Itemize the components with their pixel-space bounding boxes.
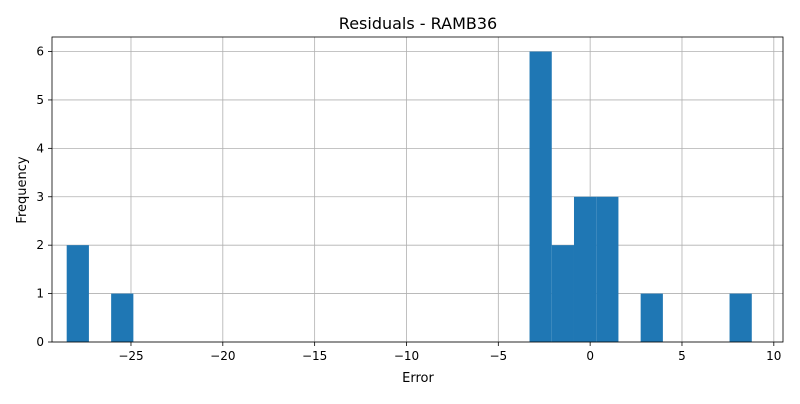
x-tick-label: 10	[766, 349, 781, 363]
x-tick-label: 0	[586, 349, 594, 363]
x-axis-label: Error	[402, 371, 434, 386]
y-tick-label: 4	[36, 141, 44, 155]
histogram-bar-4	[573, 196, 597, 342]
ticks-layer: −25 −20 −15 −10 −5 0 5 10 0 1 2 3 4 5 6	[36, 45, 781, 363]
plot-frame	[51, 36, 784, 343]
histogram-bar-6	[640, 293, 663, 342]
x-tick-label: −20	[210, 349, 235, 363]
grid-layer	[52, 37, 783, 343]
y-tick-label: 2	[36, 238, 44, 252]
bars-layer	[66, 51, 752, 343]
x-tick-label: 5	[678, 349, 686, 363]
x-tick-label: −10	[394, 349, 419, 363]
y-tick-label: 6	[36, 45, 44, 59]
y-tick-label: 5	[36, 93, 44, 107]
histogram-bar-7	[729, 293, 752, 342]
histogram-bar-3	[551, 245, 574, 342]
histogram-bar-5	[596, 196, 619, 342]
axes-layer	[51, 36, 784, 343]
x-tick-label: −25	[118, 349, 143, 363]
y-tick-label: 1	[36, 287, 44, 301]
y-axis-label: Frequency	[15, 156, 30, 223]
y-tick-label: 0	[36, 335, 44, 349]
y-tick-label: 3	[36, 190, 44, 204]
histogram-bar-1	[111, 293, 134, 342]
x-tick-label: −5	[489, 349, 507, 363]
histogram-bar-2	[529, 51, 552, 343]
x-tick-label: −15	[302, 349, 327, 363]
chart-title: Residuals - RAMB36	[339, 14, 497, 33]
histogram-bar-0	[66, 245, 89, 342]
